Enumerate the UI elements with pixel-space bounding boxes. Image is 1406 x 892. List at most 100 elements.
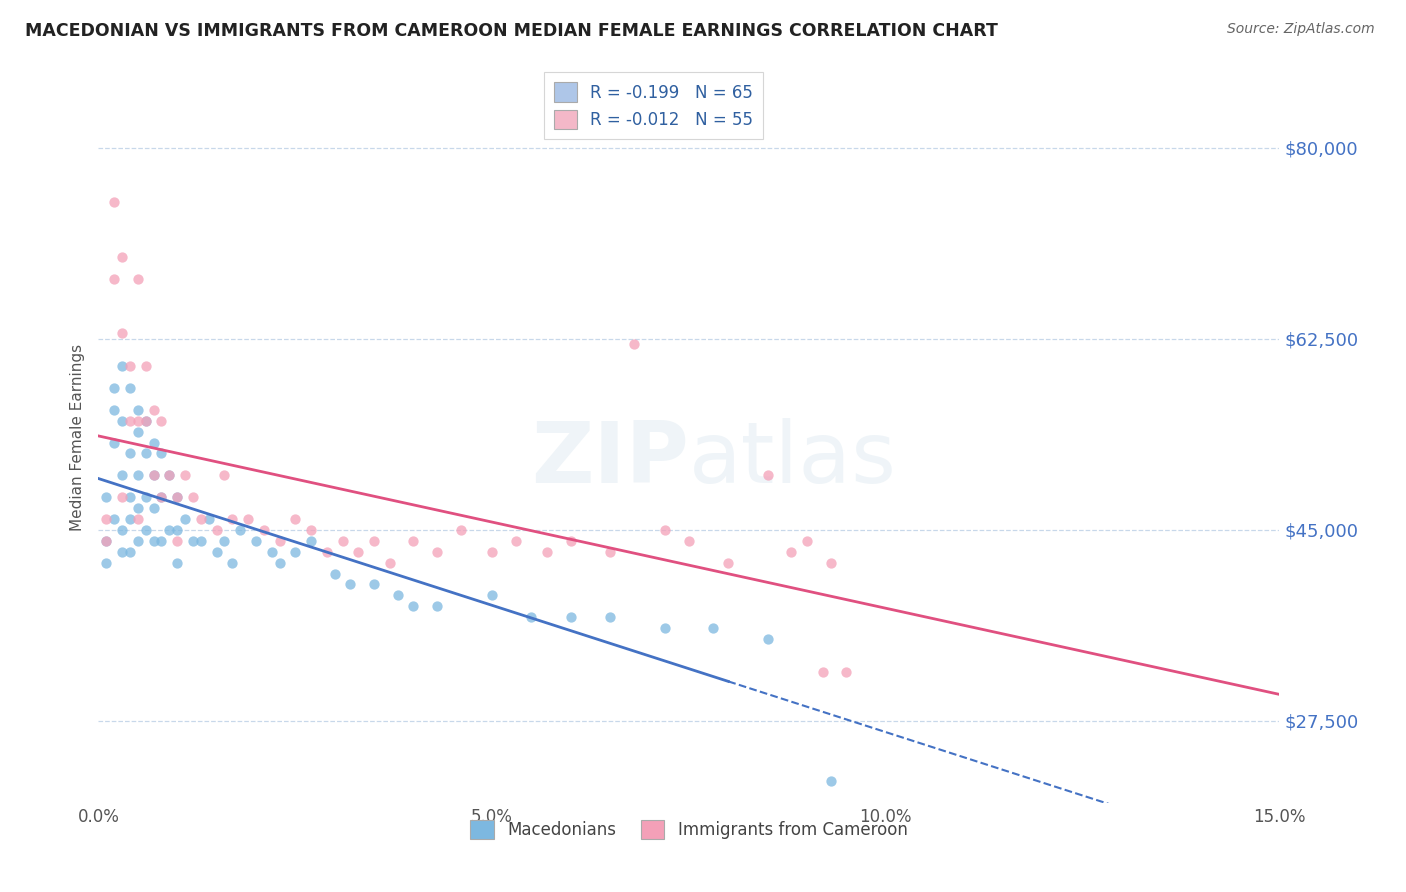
Point — [103, 512, 125, 526]
Point — [820, 774, 842, 789]
Point — [166, 533, 188, 548]
Point — [756, 468, 779, 483]
Point — [127, 533, 149, 548]
Point — [118, 359, 141, 373]
Point — [111, 250, 134, 264]
Point — [623, 337, 645, 351]
Point — [260, 545, 283, 559]
Point — [135, 359, 157, 373]
Point — [127, 468, 149, 483]
Point — [654, 523, 676, 537]
Point — [197, 512, 219, 526]
Point — [157, 468, 180, 483]
Point — [111, 359, 134, 373]
Point — [796, 533, 818, 548]
Point — [560, 533, 582, 548]
Point — [702, 621, 724, 635]
Point — [142, 468, 165, 483]
Point — [221, 512, 243, 526]
Point — [166, 490, 188, 504]
Point — [96, 556, 118, 570]
Point — [135, 414, 157, 428]
Point — [174, 512, 197, 526]
Point — [253, 523, 276, 537]
Point — [103, 195, 125, 210]
Point — [323, 566, 346, 581]
Point — [150, 446, 173, 460]
Point — [96, 512, 118, 526]
Point — [127, 501, 149, 516]
Point — [269, 556, 291, 570]
Point — [214, 468, 236, 483]
Point — [536, 545, 558, 559]
Point — [103, 402, 125, 417]
Point — [118, 545, 141, 559]
Point — [205, 523, 228, 537]
Point — [96, 490, 118, 504]
Point — [166, 490, 188, 504]
Point — [135, 523, 157, 537]
Point — [363, 533, 385, 548]
Point — [150, 414, 173, 428]
Point — [347, 545, 370, 559]
Point — [118, 512, 141, 526]
Point — [339, 577, 361, 591]
Point — [166, 523, 188, 537]
Point — [127, 402, 149, 417]
Point — [780, 545, 803, 559]
Point — [142, 435, 165, 450]
Point — [426, 599, 449, 614]
Point — [135, 414, 157, 428]
Point — [820, 556, 842, 570]
Point — [181, 533, 204, 548]
Point — [363, 577, 385, 591]
Point — [157, 523, 180, 537]
Point — [481, 545, 503, 559]
Point — [811, 665, 834, 679]
Point — [150, 490, 173, 504]
Point — [127, 414, 149, 428]
Point — [166, 556, 188, 570]
Point — [214, 533, 236, 548]
Point — [387, 588, 409, 602]
Point — [560, 610, 582, 624]
Point — [181, 490, 204, 504]
Point — [142, 402, 165, 417]
Point — [190, 512, 212, 526]
Point — [142, 501, 165, 516]
Point — [245, 533, 267, 548]
Point — [135, 490, 157, 504]
Point — [135, 446, 157, 460]
Point — [127, 512, 149, 526]
Point — [599, 545, 621, 559]
Point — [111, 326, 134, 341]
Text: MACEDONIAN VS IMMIGRANTS FROM CAMEROON MEDIAN FEMALE EARNINGS CORRELATION CHART: MACEDONIAN VS IMMIGRANTS FROM CAMEROON M… — [25, 22, 998, 40]
Point — [315, 545, 337, 559]
Point — [402, 533, 425, 548]
Point — [678, 533, 700, 548]
Point — [284, 545, 307, 559]
Text: Source: ZipAtlas.com: Source: ZipAtlas.com — [1227, 22, 1375, 37]
Point — [299, 523, 322, 537]
Point — [299, 533, 322, 548]
Point — [127, 272, 149, 286]
Legend: Macedonians, Immigrants from Cameroon: Macedonians, Immigrants from Cameroon — [464, 814, 914, 846]
Point — [756, 632, 779, 646]
Point — [426, 545, 449, 559]
Point — [96, 533, 118, 548]
Point — [505, 533, 527, 548]
Point — [450, 523, 472, 537]
Point — [103, 272, 125, 286]
Point — [835, 665, 858, 679]
Point — [157, 468, 180, 483]
Point — [229, 523, 252, 537]
Point — [142, 468, 165, 483]
Point — [378, 556, 401, 570]
Point — [654, 621, 676, 635]
Point — [103, 435, 125, 450]
Point — [599, 610, 621, 624]
Point — [269, 533, 291, 548]
Point — [150, 533, 173, 548]
Point — [127, 425, 149, 439]
Point — [118, 414, 141, 428]
